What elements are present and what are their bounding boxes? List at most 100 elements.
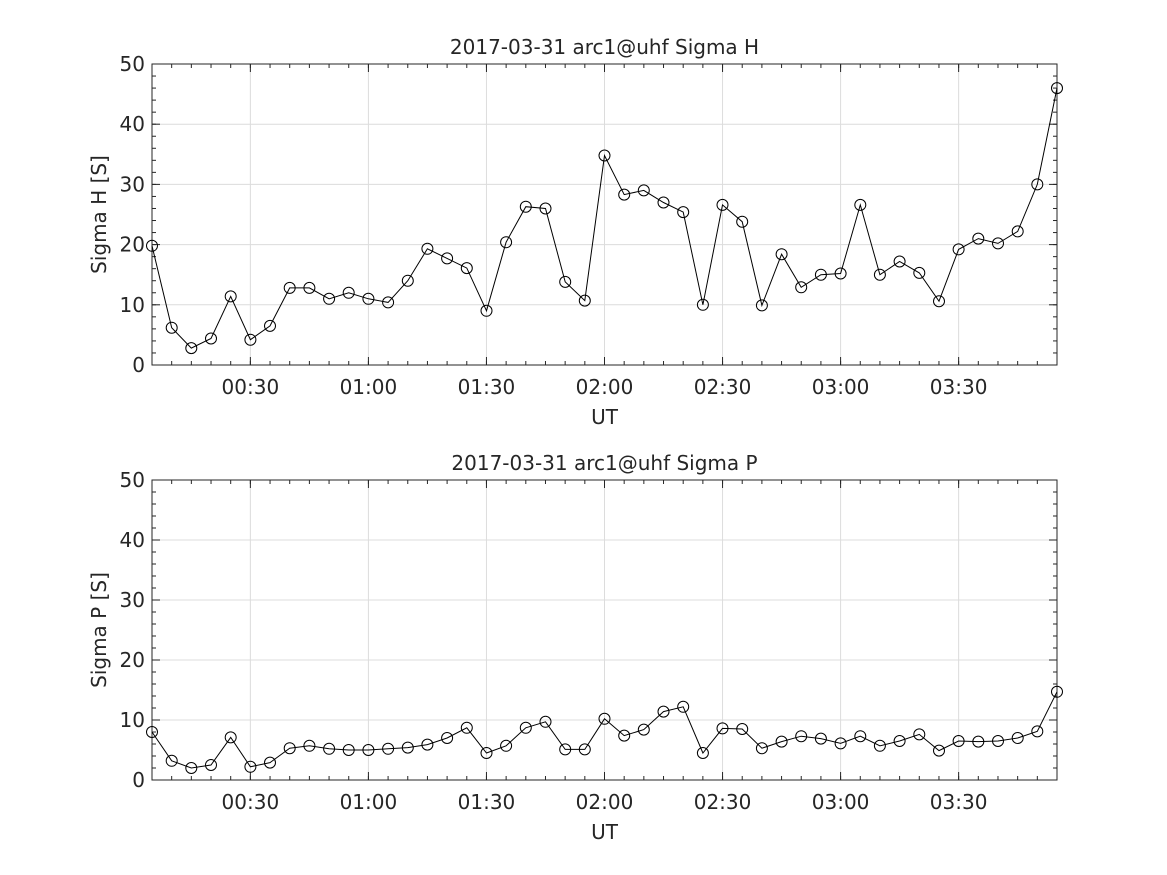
data-point — [736, 723, 749, 735]
y-tick-label: 20 — [120, 648, 145, 672]
data-point — [1031, 725, 1044, 738]
data-point — [1011, 225, 1024, 238]
data-point — [834, 267, 847, 280]
data-point — [618, 188, 631, 201]
data-point — [480, 304, 493, 317]
data-point — [775, 248, 788, 261]
x-tick-label: 01:30 — [458, 790, 516, 814]
data-point — [224, 731, 237, 744]
x-axis-label: UT — [591, 820, 619, 844]
data-point — [165, 754, 178, 767]
data-point — [323, 742, 336, 755]
data-point — [382, 296, 395, 309]
data-point — [598, 149, 611, 162]
data-point — [677, 700, 690, 713]
data-point — [539, 202, 552, 215]
chart-panel-1: 0 10 20 30 40 50 00:30 01:00 01:30 02:00 02:30 03:0… — [87, 35, 1063, 429]
data-point — [342, 286, 355, 299]
data-point — [933, 295, 945, 308]
data-point — [244, 333, 257, 346]
data-point — [677, 206, 690, 219]
y-tick-label: 30 — [120, 172, 145, 196]
data-point — [1031, 178, 1044, 191]
chart-title: 2017-03-31 arc1@uhf Sigma P — [451, 451, 757, 475]
data-point — [519, 721, 532, 734]
x-tick-label: 03:00 — [812, 375, 870, 399]
data-point — [992, 735, 1004, 747]
y-tick-label: 10 — [120, 708, 145, 732]
data-point — [1011, 732, 1024, 744]
data-point — [598, 712, 611, 725]
data-point — [972, 735, 985, 748]
data-point — [716, 198, 729, 211]
data-point — [873, 268, 886, 281]
data-point — [460, 262, 473, 275]
data-point — [716, 722, 729, 735]
series-line — [151, 87, 1058, 349]
data-point — [460, 721, 473, 734]
data-point — [952, 243, 965, 256]
data-point — [854, 730, 867, 743]
data-point — [441, 732, 454, 744]
data-point — [893, 735, 906, 747]
y-tick-label: 40 — [120, 112, 145, 136]
data-point — [283, 742, 296, 755]
data-point — [657, 705, 670, 718]
x-tick-label: 03:30 — [930, 790, 988, 814]
x-tick-label: 03:30 — [930, 375, 988, 399]
y-tick-label: 40 — [120, 528, 145, 552]
y-tick-label: 50 — [120, 52, 145, 76]
data-point — [578, 294, 591, 307]
data-point — [657, 196, 670, 209]
x-tick-label: 01:30 — [458, 375, 516, 399]
data-point — [893, 255, 906, 268]
data-point — [1051, 685, 1063, 698]
data-point — [696, 298, 709, 311]
data-point — [382, 742, 395, 755]
data-point — [401, 274, 414, 287]
data-point — [854, 198, 867, 211]
data-series — [146, 82, 1063, 355]
data-point — [185, 762, 198, 774]
data-point — [146, 726, 158, 738]
data-point — [1051, 82, 1063, 95]
y-axis-label: Sigma P [S] — [87, 572, 111, 688]
data-point — [264, 756, 276, 769]
y-tick-label: 0 — [132, 768, 145, 792]
data-point — [264, 319, 276, 332]
series-line — [151, 691, 1058, 769]
data-point — [205, 759, 217, 771]
data-point — [500, 236, 513, 249]
data-point — [814, 268, 827, 281]
data-point — [539, 715, 552, 728]
data-point — [913, 728, 926, 741]
data-point — [559, 743, 572, 756]
data-point — [303, 281, 316, 294]
data-point — [421, 738, 434, 751]
data-point — [559, 275, 572, 288]
data-point — [146, 239, 158, 252]
axes-frame — [151, 479, 1058, 781]
data-point — [185, 342, 198, 355]
data-point — [401, 741, 414, 754]
x-tick-label: 00:30 — [222, 790, 280, 814]
data-point — [933, 744, 945, 757]
data-point — [696, 747, 709, 759]
y-tick-label: 0 — [132, 353, 145, 377]
data-point — [362, 292, 375, 305]
data-point — [755, 299, 768, 312]
y-tick-label: 30 — [120, 588, 145, 612]
data-point — [972, 232, 985, 245]
data-point — [637, 184, 650, 197]
x-tick-label: 02:30 — [694, 375, 752, 399]
data-point — [205, 332, 217, 345]
data-point — [618, 729, 631, 742]
x-tick-label: 02:00 — [576, 790, 634, 814]
axes-frame — [151, 63, 1058, 366]
data-point — [637, 723, 650, 736]
data-point — [873, 739, 886, 752]
data-point — [441, 252, 454, 265]
x-tick-label: 01:00 — [340, 790, 398, 814]
data-point — [992, 237, 1004, 250]
